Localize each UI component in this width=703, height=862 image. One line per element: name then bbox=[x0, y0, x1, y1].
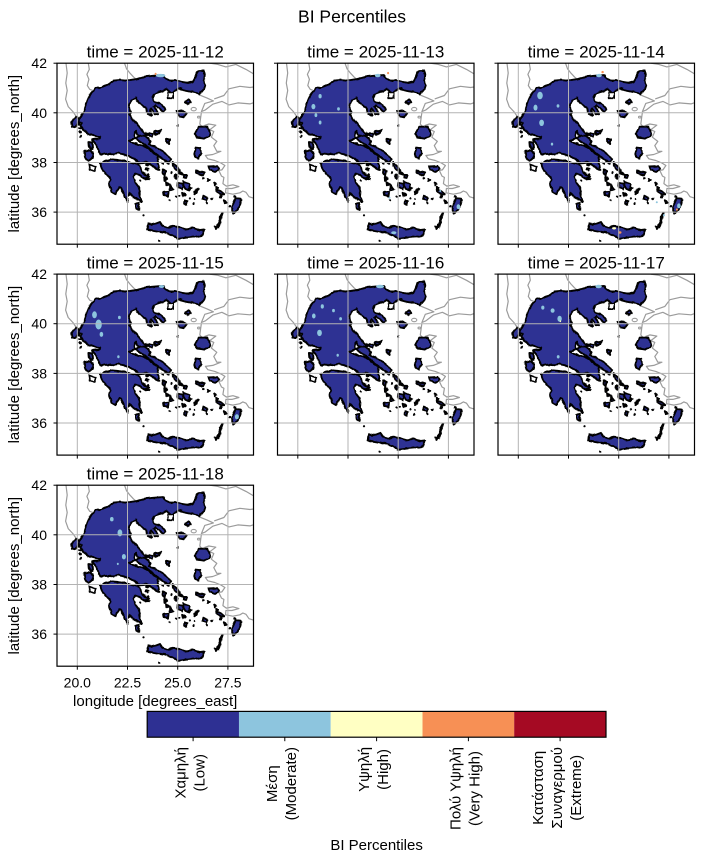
svg-text:38: 38 bbox=[31, 577, 47, 593]
svg-text:36: 36 bbox=[31, 415, 47, 431]
svg-text:BI Percentiles: BI Percentiles bbox=[330, 837, 423, 854]
svg-text:40: 40 bbox=[31, 527, 47, 543]
svg-text:40: 40 bbox=[31, 316, 47, 332]
svg-text:Μέση(Moderate): Μέση (Moderate) bbox=[264, 747, 300, 820]
svg-text:longitude [degrees_east]: longitude [degrees_east] bbox=[73, 693, 237, 710]
svg-text:time = 2025-11-15: time = 2025-11-15 bbox=[87, 254, 224, 273]
svg-text:time = 2025-11-14: time = 2025-11-14 bbox=[528, 43, 665, 62]
svg-text:Πολύ Υψηλή(Very High): Πολύ Υψηλή (Very High) bbox=[448, 747, 484, 830]
svg-text:Χαμηλή(Low): Χαμηλή (Low) bbox=[172, 747, 208, 799]
svg-text:time = 2025-11-12: time = 2025-11-12 bbox=[87, 43, 224, 62]
svg-text:38: 38 bbox=[31, 155, 47, 171]
svg-text:22.5: 22.5 bbox=[114, 675, 141, 691]
svg-text:time = 2025-11-17: time = 2025-11-17 bbox=[528, 254, 665, 273]
svg-text:Υψηλή(High): Υψηλή (High) bbox=[356, 747, 392, 792]
svg-text:time = 2025-11-16: time = 2025-11-16 bbox=[307, 254, 444, 273]
svg-text:25.0: 25.0 bbox=[164, 675, 191, 691]
svg-text:36: 36 bbox=[31, 626, 47, 642]
svg-text:time = 2025-11-18: time = 2025-11-18 bbox=[87, 465, 224, 484]
svg-text:42: 42 bbox=[31, 477, 47, 493]
svg-text:36: 36 bbox=[31, 204, 47, 220]
svg-text:42: 42 bbox=[31, 266, 47, 282]
svg-text:27.5: 27.5 bbox=[214, 675, 241, 691]
svg-text:latitude [degrees_north]: latitude [degrees_north] bbox=[6, 75, 23, 233]
svg-text:40: 40 bbox=[31, 105, 47, 121]
svg-text:42: 42 bbox=[31, 55, 47, 71]
svg-text:latitude [degrees_north]: latitude [degrees_north] bbox=[6, 286, 23, 444]
svg-text:time = 2025-11-13: time = 2025-11-13 bbox=[307, 43, 444, 62]
svg-text:BI Percentiles: BI Percentiles bbox=[298, 7, 406, 27]
svg-text:latitude [degrees_north]: latitude [degrees_north] bbox=[6, 497, 23, 655]
svg-text:38: 38 bbox=[31, 365, 47, 381]
svg-text:20.0: 20.0 bbox=[64, 675, 91, 691]
